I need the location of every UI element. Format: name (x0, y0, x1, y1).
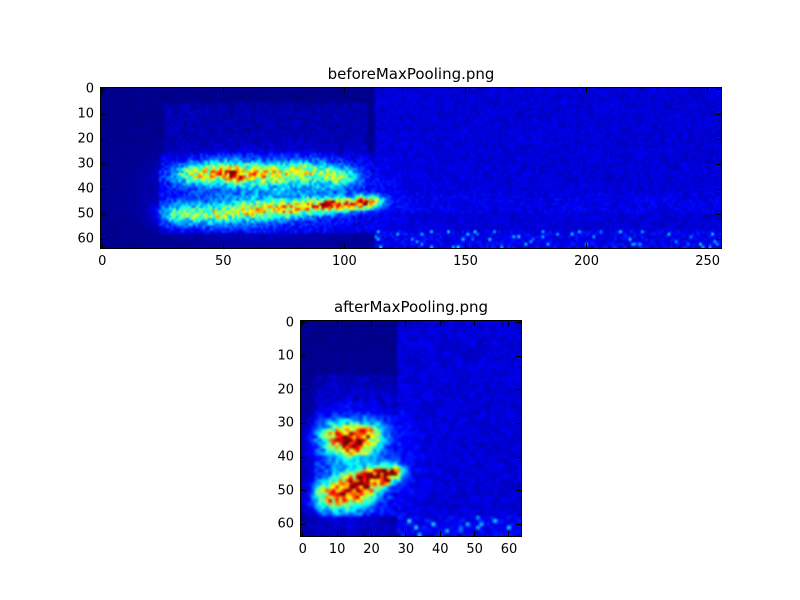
x-tick-label: 40 (431, 542, 449, 557)
axis-tick-mark (343, 88, 345, 93)
y-tick-label: 20 (277, 382, 294, 398)
axis-tick-mark (101, 238, 106, 240)
axis-tick-mark (716, 213, 721, 215)
y-tick-label: 10 (277, 348, 294, 364)
axis-tick-mark (101, 163, 106, 165)
axis-tick-mark (508, 321, 510, 326)
before-maxpooling-plot: beforeMaxPooling.png 0 50 100 150 200 250 0 10 2… (77, 65, 722, 268)
axis-tick-mark (370, 321, 372, 326)
axis-tick-mark (716, 163, 721, 165)
axis-tick-mark (301, 389, 306, 391)
axis-tick-mark (707, 243, 709, 248)
y-tick-label: 30 (277, 415, 294, 431)
axis-tick-mark (716, 238, 721, 240)
axis-tick-mark (405, 321, 407, 326)
axis-tick-mark (707, 88, 709, 93)
axis-tick-mark (516, 355, 521, 357)
axis-tick-mark (474, 321, 476, 326)
x-tick-label: 50 (466, 542, 483, 557)
y-tick-label: 60 (77, 231, 94, 247)
axis-tick-mark (439, 321, 441, 326)
x-tick-label: 0 (98, 254, 107, 269)
axis-tick-mark (508, 531, 510, 536)
axis-tick-mark (301, 490, 306, 492)
axis-tick-mark (474, 531, 476, 536)
axis-tick-mark (101, 188, 106, 190)
axis-tick-mark (101, 243, 103, 248)
axis-tick-mark (101, 213, 106, 215)
axis-tick-mark (370, 531, 372, 536)
axis-tick-mark (516, 389, 521, 391)
y-tick-label: 40 (77, 181, 94, 197)
axis-tick-mark (716, 138, 721, 140)
x-tick-label: 20 (363, 542, 380, 557)
axis-tick-mark (222, 243, 224, 248)
axis-tick-mark (516, 456, 521, 458)
y-tick-label: 0 (85, 81, 94, 97)
x-tick-label: 0 (298, 542, 307, 557)
axis-tick-mark (405, 531, 407, 536)
x-tick-label: 50 (215, 254, 232, 269)
x-tick-label: 100 (331, 254, 357, 269)
axis-tick-mark (101, 88, 106, 90)
y-tick-label: 0 (285, 315, 294, 331)
axis-tick-mark (101, 113, 106, 115)
axis-tick-mark (586, 243, 588, 248)
y-tick-label: 50 (77, 206, 94, 222)
axis-tick-mark (101, 88, 103, 93)
after-maxpooling-title: afterMaxPooling.png (333, 298, 489, 316)
before-maxpooling-title: beforeMaxPooling.png (327, 65, 495, 83)
before-maxpooling-heatmap-canvas (101, 88, 721, 248)
axis-tick-mark (336, 531, 338, 536)
axis-tick-mark (302, 531, 304, 536)
axis-tick-mark (222, 88, 224, 93)
y-tick-label: 30 (77, 156, 94, 172)
axis-tick-mark (464, 88, 466, 93)
axis-tick-mark (302, 321, 304, 326)
axis-tick-mark (301, 523, 306, 525)
axis-tick-mark (439, 531, 441, 536)
axis-tick-mark (716, 113, 721, 115)
after-maxpooling-plot: afterMaxPooling.png 0 10 20 30 40 50 60 0 10 20 30… (277, 298, 522, 556)
y-tick-label: 60 (277, 516, 294, 532)
x-tick-label: 30 (397, 542, 415, 557)
x-tick-label: 150 (453, 254, 478, 269)
axis-tick-mark (586, 88, 588, 93)
axis-tick-mark (516, 322, 521, 324)
axis-tick-mark (516, 523, 521, 525)
after-maxpooling-heatmap-canvas (301, 321, 521, 536)
y-tick-label: 50 (277, 483, 294, 499)
axis-tick-mark (301, 355, 306, 357)
y-tick-label: 40 (277, 449, 294, 465)
axis-tick-mark (301, 456, 306, 458)
x-tick-label: 250 (695, 254, 721, 269)
y-tick-label: 10 (77, 106, 94, 122)
axis-tick-mark (716, 188, 721, 190)
axis-tick-mark (516, 422, 521, 424)
axis-tick-mark (716, 88, 721, 90)
y-tick-label: 20 (77, 131, 94, 147)
axis-tick-mark (336, 321, 338, 326)
axis-tick-mark (301, 422, 306, 424)
axis-tick-mark (343, 243, 345, 248)
axis-tick-mark (301, 322, 306, 324)
axis-tick-mark (516, 490, 521, 492)
x-tick-label: 60 (500, 542, 518, 557)
axis-tick-mark (101, 138, 106, 140)
x-tick-label: 10 (328, 542, 346, 557)
axis-tick-mark (464, 243, 466, 248)
x-tick-label: 200 (574, 254, 599, 269)
